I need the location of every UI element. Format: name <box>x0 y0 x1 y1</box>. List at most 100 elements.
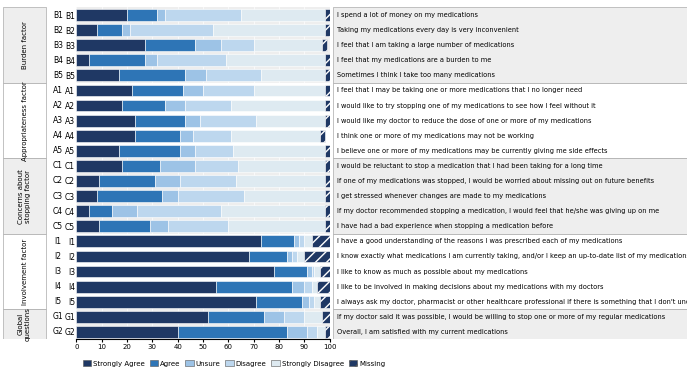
Bar <box>160 160 196 172</box>
Bar <box>221 39 253 51</box>
Bar <box>76 266 274 278</box>
Bar <box>185 69 205 81</box>
Text: I think one or more of my medications may not be working: I think one or more of my medications ma… <box>337 133 534 139</box>
Bar <box>325 54 330 66</box>
Bar <box>291 251 297 262</box>
Bar <box>3 309 46 339</box>
Bar <box>76 160 122 172</box>
Bar <box>322 39 327 51</box>
Text: I would like my doctor to reduce the dose of one or more of my medications: I would like my doctor to reduce the dos… <box>337 117 591 123</box>
Bar <box>333 159 687 234</box>
Bar <box>196 39 221 51</box>
Bar <box>264 311 284 323</box>
Bar <box>310 296 314 308</box>
Bar <box>165 9 241 21</box>
Bar <box>256 115 325 126</box>
Bar <box>185 115 201 126</box>
Bar <box>76 220 99 232</box>
Bar <box>216 281 291 292</box>
Bar <box>76 175 99 187</box>
Bar <box>167 220 228 232</box>
Bar <box>76 115 135 126</box>
Bar <box>261 69 325 81</box>
Bar <box>203 85 253 96</box>
Bar <box>333 7 687 83</box>
Text: Concerns about
stopping factor: Concerns about stopping factor <box>18 169 31 223</box>
Bar <box>304 235 312 247</box>
Bar <box>304 281 312 292</box>
Bar <box>76 69 119 81</box>
Bar <box>76 9 127 21</box>
Text: I always ask my doctor, pharmacist or other healthcare professional if there is : I always ask my doctor, pharmacist or ot… <box>337 299 694 305</box>
Bar <box>196 160 239 172</box>
Bar <box>233 145 325 157</box>
Bar <box>325 205 330 217</box>
Text: B4: B4 <box>53 56 63 65</box>
Bar <box>96 190 162 202</box>
Bar <box>3 234 46 309</box>
Bar <box>253 85 325 96</box>
Text: A2: A2 <box>53 101 63 110</box>
Bar <box>135 115 185 126</box>
Text: G1: G1 <box>53 312 63 321</box>
Bar <box>3 159 46 234</box>
Bar <box>119 145 180 157</box>
Bar <box>145 54 158 66</box>
Bar <box>193 130 231 142</box>
Bar <box>325 85 330 96</box>
Bar <box>231 100 325 112</box>
Bar <box>317 326 325 338</box>
Bar <box>76 311 208 323</box>
Text: I spend a lot of money on my medications: I spend a lot of money on my medications <box>337 12 477 18</box>
Text: B2: B2 <box>53 26 63 35</box>
Bar <box>76 190 96 202</box>
Bar <box>307 326 317 338</box>
Text: I5: I5 <box>55 297 62 306</box>
Bar <box>304 251 330 262</box>
Bar <box>322 311 330 323</box>
Text: I like to be involved in making decisions about my medications with my doctors: I like to be involved in making decision… <box>337 283 603 289</box>
Bar <box>325 9 330 21</box>
Bar <box>248 251 287 262</box>
Bar <box>150 220 167 232</box>
Bar <box>76 296 256 308</box>
Bar <box>137 205 221 217</box>
Bar <box>76 281 216 292</box>
Bar <box>299 235 304 247</box>
Bar <box>312 235 330 247</box>
Bar <box>325 220 330 232</box>
Bar <box>96 24 122 36</box>
Text: I have a good understanding of the reasons I was prescribed each of my medicatio: I have a good understanding of the reaso… <box>337 238 622 244</box>
Text: If my doctor recommended stopping a medication, I would feel that he/she was giv: If my doctor recommended stopping a medi… <box>337 208 659 214</box>
Bar <box>122 24 130 36</box>
Bar <box>76 83 330 159</box>
Bar <box>155 175 180 187</box>
Bar <box>76 205 89 217</box>
Bar <box>76 54 89 66</box>
Text: B5: B5 <box>53 71 63 80</box>
Text: I would be reluctant to stop a medication that I had been taking for a long time: I would be reluctant to stop a medicatio… <box>337 163 602 169</box>
Text: C5: C5 <box>53 222 63 231</box>
Bar <box>162 190 178 202</box>
Text: I feel that I may be taking one or more medications that I no longer need: I feel that I may be taking one or more … <box>337 87 582 94</box>
Text: If my doctor said it was possible, I would be willing to stop one or more of my : If my doctor said it was possible, I wou… <box>337 314 665 320</box>
Text: Appropriateness factor: Appropriateness factor <box>22 81 28 160</box>
Text: I3: I3 <box>55 267 62 276</box>
Bar <box>236 175 325 187</box>
Bar <box>122 160 160 172</box>
Text: Overall, I am satisfied with my current medications: Overall, I am satisfied with my current … <box>337 329 507 335</box>
Bar <box>312 266 314 278</box>
Bar <box>112 205 137 217</box>
Bar <box>312 281 317 292</box>
Bar <box>274 266 307 278</box>
Bar <box>119 69 185 81</box>
Text: B3: B3 <box>53 41 63 50</box>
Bar <box>178 326 287 338</box>
Text: B1: B1 <box>53 10 63 19</box>
Bar <box>256 296 302 308</box>
Bar <box>135 130 180 142</box>
Text: I would like to try stopping one of my medications to see how I feel without it: I would like to try stopping one of my m… <box>337 103 595 109</box>
Text: A5: A5 <box>53 146 63 155</box>
Text: C2: C2 <box>53 176 63 185</box>
Bar <box>165 100 185 112</box>
